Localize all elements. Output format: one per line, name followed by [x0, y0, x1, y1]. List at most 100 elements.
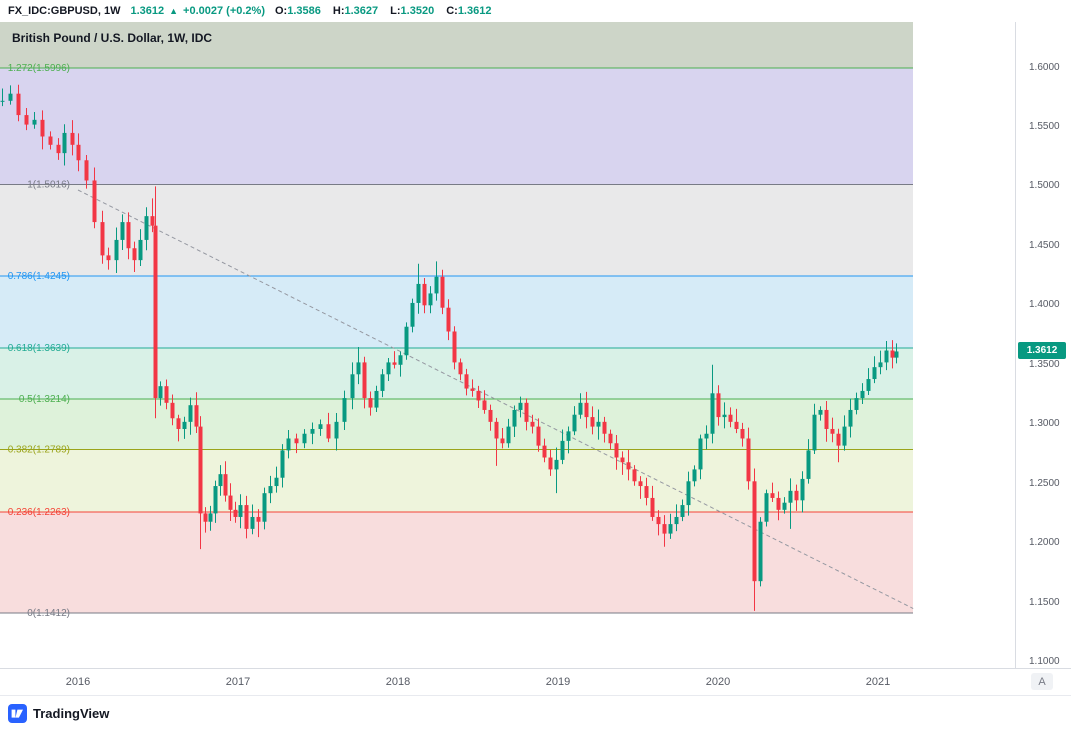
- price-tick-label: 1.5500: [1029, 120, 1060, 132]
- candle: [24, 115, 29, 125]
- candle: [650, 497, 655, 517]
- price-tick-label: 1.3000: [1029, 418, 1060, 430]
- fib-label: 0.5(1.3214): [19, 394, 70, 405]
- candle: [878, 362, 883, 368]
- candle: [632, 469, 637, 482]
- candle: [668, 524, 673, 534]
- candle: [294, 438, 299, 444]
- fib-band: [0, 68, 913, 185]
- candle: [398, 355, 403, 365]
- candle: [554, 459, 559, 470]
- candle: [614, 443, 619, 458]
- symbol-title[interactable]: FX_IDC:GBPUSD, 1W: [8, 5, 121, 17]
- candle: [836, 433, 841, 446]
- candle: [368, 398, 373, 408]
- candle: [872, 367, 877, 380]
- candle: [274, 477, 279, 487]
- candle: [48, 136, 53, 145]
- candle: [584, 402, 589, 418]
- candle: [728, 414, 733, 422]
- candle: [734, 421, 739, 429]
- auto-scale-button[interactable]: A: [1031, 673, 1053, 690]
- candle: [106, 255, 111, 261]
- candle: [8, 93, 13, 101]
- candle: [144, 216, 149, 240]
- candle: [208, 513, 213, 522]
- attribution-bar: TradingView: [0, 695, 1071, 730]
- candle: [84, 160, 89, 181]
- candle: [680, 505, 685, 517]
- time-axis[interactable]: 2016 2017 2018 2019 2020 2021: [0, 668, 1071, 696]
- candle: [280, 450, 285, 478]
- candle: [860, 390, 865, 399]
- fib-band: [0, 511, 913, 614]
- candle: [662, 524, 667, 534]
- chart-area[interactable]: 1.272(1.5996) 1(1.5016) 0.786(1.4245) 0.618…: [0, 22, 1015, 668]
- candle: [788, 490, 793, 503]
- ohlc-pair: L:1.3520: [390, 5, 435, 17]
- candle: [704, 433, 709, 439]
- candle: [310, 428, 315, 434]
- candle: [92, 180, 97, 223]
- candle: [776, 497, 781, 510]
- candle: [830, 428, 835, 434]
- candle: [602, 421, 607, 434]
- price-tick-label: 1.5000: [1029, 180, 1060, 192]
- price-axis[interactable]: 1.6000 1.5500 1.5000 1.4500 1.4000 1.3500 1.30…: [1015, 22, 1071, 668]
- fib-bands: [0, 22, 913, 614]
- price-axis-border: [1015, 22, 1016, 695]
- ohlc-bar: FX_IDC:GBPUSD, 1W 1.3612 ▲ +0.0027 (+0.2…: [0, 0, 1071, 22]
- fib-band: [0, 184, 913, 277]
- year-tick-label: 2020: [705, 676, 731, 688]
- candle: [740, 428, 745, 439]
- ohlc-pair: H:1.3627: [332, 5, 379, 17]
- candle: [40, 119, 45, 137]
- candle: [596, 421, 601, 427]
- candle: [428, 293, 433, 306]
- candle: [194, 405, 199, 427]
- price-tick-label: 1.2000: [1029, 537, 1060, 549]
- candle: [262, 493, 267, 522]
- candle: [233, 509, 238, 517]
- candle: [114, 239, 119, 261]
- candle: [120, 222, 125, 240]
- candle: [170, 402, 175, 419]
- candle: [500, 438, 505, 444]
- candle: [286, 438, 291, 451]
- candle: [638, 481, 643, 487]
- candle: [256, 516, 261, 522]
- year-tick-label: 2017: [225, 676, 251, 688]
- candle: [164, 386, 169, 403]
- fib-band: [0, 449, 913, 512]
- candle: [566, 431, 571, 441]
- candle: [404, 326, 409, 356]
- candle: [302, 433, 307, 444]
- candle: [452, 331, 457, 363]
- fib-label: 0.236(1.2263): [8, 507, 70, 518]
- candle: [560, 440, 565, 460]
- candle: [198, 426, 203, 514]
- price-chart-canvas[interactable]: 1.272(1.5996) 1(1.5016) 0.786(1.4245) 0.618…: [0, 22, 1015, 668]
- candle: [806, 450, 811, 479]
- candle: [794, 490, 799, 501]
- candle: [746, 438, 751, 482]
- tradingview-wordmark[interactable]: TradingView: [33, 705, 110, 721]
- fib-label: 0(1.1412): [27, 608, 70, 619]
- candle: [530, 421, 535, 427]
- candle: [223, 474, 228, 496]
- change-up-icon: ▲: [169, 6, 179, 16]
- candle: [800, 478, 805, 501]
- trendline[interactable]: [77, 189, 914, 609]
- candle: [203, 513, 208, 522]
- candle: [16, 93, 21, 116]
- candle: [884, 350, 889, 363]
- fib-label: 0.382(1.2789): [8, 444, 70, 455]
- candle: [244, 505, 249, 529]
- candle: [518, 402, 523, 410]
- candle: [422, 283, 427, 306]
- ohlc-values: O:1.3586 H:1.3627 L:1.3520 C:1.3612: [275, 5, 498, 17]
- candle: [854, 398, 859, 410]
- candle: [434, 276, 439, 294]
- candle: [476, 390, 481, 401]
- candle: [386, 362, 391, 375]
